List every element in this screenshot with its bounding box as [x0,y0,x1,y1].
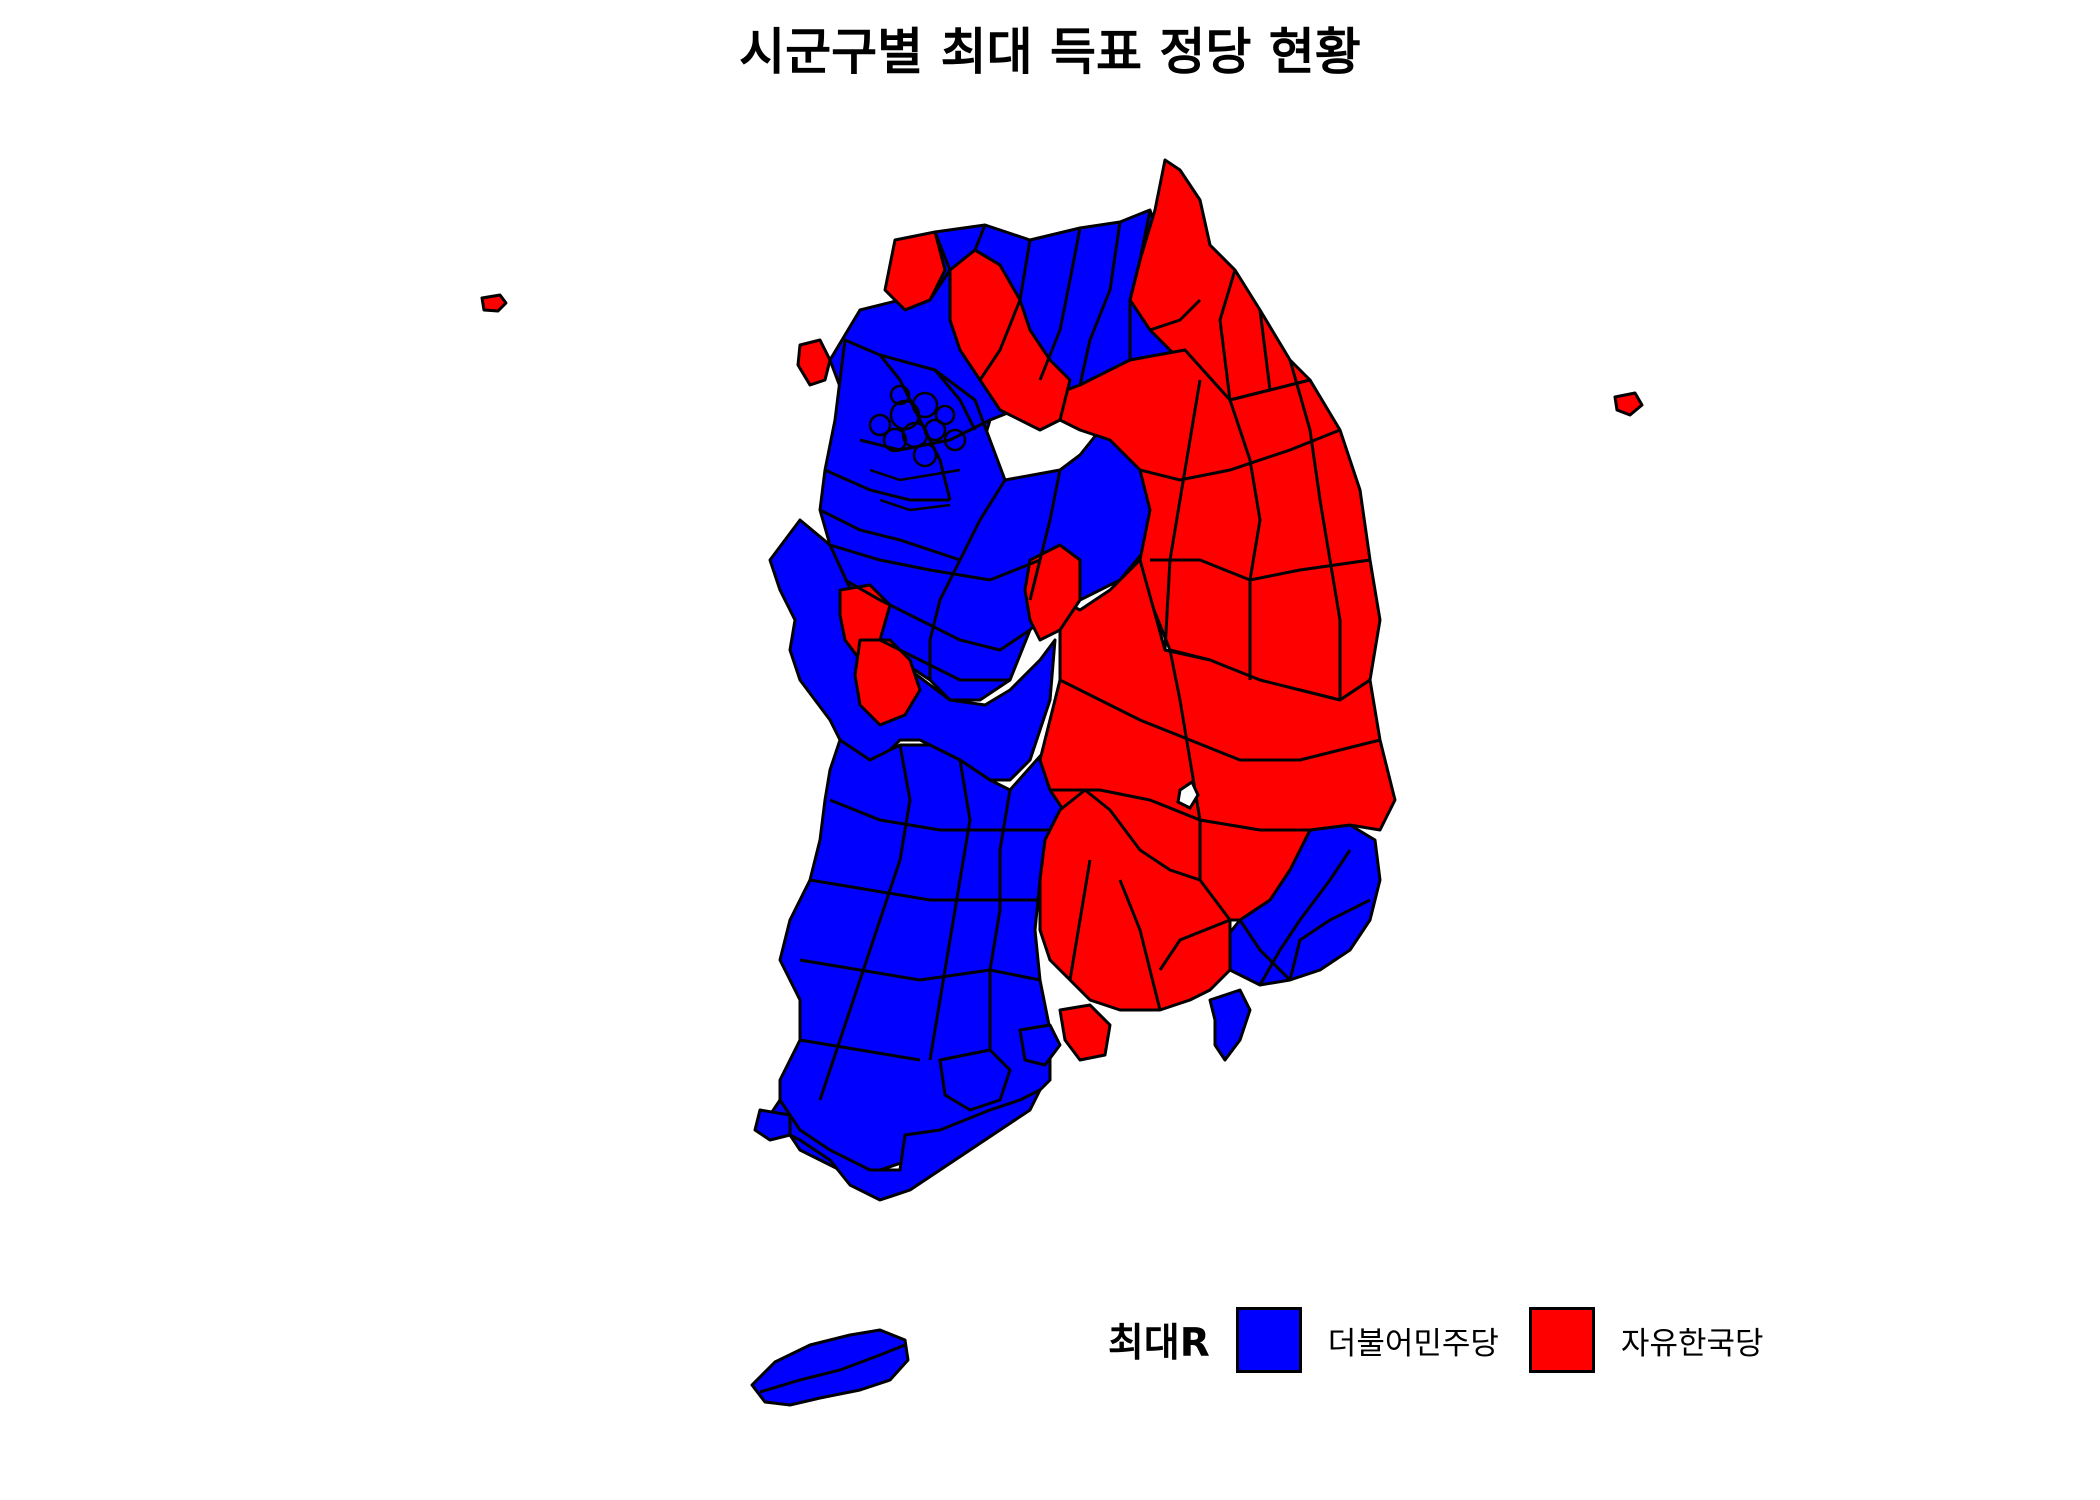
region-red-island-west [480,293,508,313]
region-red-northwest-2 [948,248,1072,432]
legend: 최대R 더불어민주당 자유한국당 [1108,1303,1794,1377]
jeju-boundary [759,1343,906,1394]
region-blue-geoje [1208,988,1252,1062]
legend-label-liberty-korea: 자유한국당 [1620,1325,1764,1362]
legend-title: 최대R [1108,1321,1210,1366]
region-blue-south-coast [768,1088,1042,1202]
region-blue-jeolla [778,738,1087,1172]
region-blue-jeju [750,1328,910,1407]
legend-label-democratic: 더불어민주당 [1327,1325,1499,1362]
legend-key-red [1528,1307,1595,1373]
region-red-gyeongnam [1038,788,1232,1012]
region-boundaries [799,209,1381,1101]
region-blue-island-3 [1018,1023,1062,1067]
region-red-ulleung [1613,391,1644,417]
region-blue-island-1 [753,1108,792,1142]
seoul-districts [868,384,967,512]
region-red-ganghwa [796,338,832,387]
map-title: 시군구별 최대 득표 정당 현황 [739,23,1361,81]
daegu-hole [1176,779,1200,810]
region-red-namhae [1058,1003,1112,1062]
legend-key-blue [1235,1307,1302,1373]
